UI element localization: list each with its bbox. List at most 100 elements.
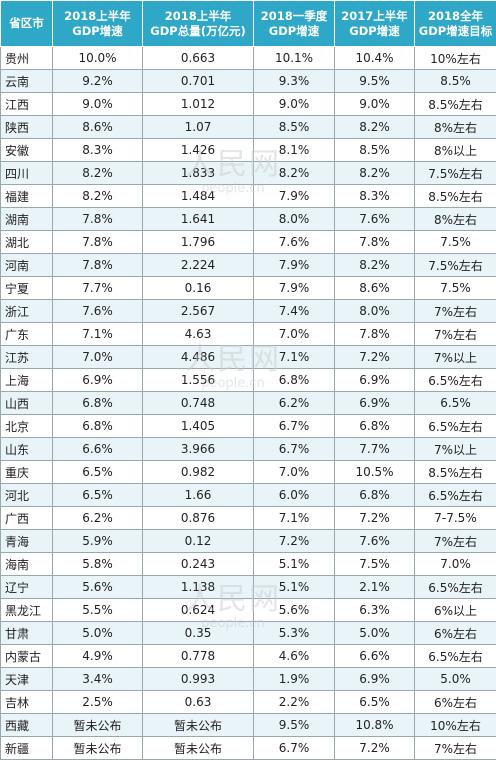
- value-cell: 8.6%: [53, 116, 143, 139]
- region-cell: 江西: [1, 93, 53, 116]
- value-cell: 0.982: [143, 461, 254, 484]
- value-cell: 4.486: [143, 346, 254, 369]
- region-cell: 湖南: [1, 208, 53, 231]
- value-cell: 9.5%: [254, 714, 335, 737]
- value-cell: 1.07: [143, 116, 254, 139]
- region-cell: 山东: [1, 438, 53, 461]
- value-cell: 4.63: [143, 323, 254, 346]
- value-cell: 6.5%: [415, 392, 496, 415]
- value-cell: 0.701: [143, 70, 254, 93]
- value-cell: 暂未公布: [143, 737, 254, 760]
- region-cell: 内蒙古: [1, 645, 53, 668]
- value-cell: 0.993: [143, 668, 254, 691]
- value-cell: 1.833: [143, 162, 254, 185]
- value-cell: 0.778: [143, 645, 254, 668]
- value-cell: 6.5%左右: [415, 484, 496, 507]
- value-cell: 8.2%: [335, 254, 415, 277]
- value-cell: 6.3%: [335, 599, 415, 622]
- value-cell: 6.7%: [254, 737, 335, 760]
- value-cell: 7.8%: [335, 323, 415, 346]
- value-cell: 9.5%: [335, 70, 415, 93]
- value-cell: 1.66: [143, 484, 254, 507]
- value-cell: 1.9%: [254, 668, 335, 691]
- value-cell: 7%以上: [415, 346, 496, 369]
- value-cell: 6.8%: [254, 369, 335, 392]
- value-cell: 7.0%: [254, 323, 335, 346]
- region-cell: 陕西: [1, 116, 53, 139]
- value-cell: 8.2%: [335, 162, 415, 185]
- value-cell: 7%左右: [415, 530, 496, 553]
- value-cell: 8%以上: [415, 139, 496, 162]
- value-cell: 1.796: [143, 231, 254, 254]
- value-cell: 6.0%: [254, 484, 335, 507]
- value-cell: 1.484: [143, 185, 254, 208]
- value-cell: 8.5%: [335, 139, 415, 162]
- value-cell: 9.3%: [254, 70, 335, 93]
- value-cell: 8.6%: [335, 277, 415, 300]
- value-cell: 10.4%: [335, 47, 415, 70]
- value-cell: 7.2%: [254, 530, 335, 553]
- value-cell: 7.5%左右: [415, 254, 496, 277]
- value-cell: 1.641: [143, 208, 254, 231]
- value-cell: 7.5%: [415, 231, 496, 254]
- value-cell: 8%左右: [415, 116, 496, 139]
- value-cell: 5.6%: [53, 576, 143, 599]
- value-cell: 10%左右: [415, 47, 496, 70]
- value-cell: 0.63: [143, 691, 254, 714]
- value-cell: 7.9%: [254, 254, 335, 277]
- value-cell: 7.0%: [254, 461, 335, 484]
- value-cell: 7.5%: [335, 553, 415, 576]
- value-cell: 4.6%: [254, 645, 335, 668]
- value-cell: 6.9%: [335, 668, 415, 691]
- region-cell: 广东: [1, 323, 53, 346]
- value-cell: 7.5%左右: [415, 162, 496, 185]
- region-cell: 福建: [1, 185, 53, 208]
- value-cell: 6.5%: [53, 484, 143, 507]
- value-cell: 8.0%: [335, 300, 415, 323]
- value-cell: 7.1%: [254, 346, 335, 369]
- value-cell: 暂未公布: [143, 714, 254, 737]
- value-cell: 6.2%: [53, 507, 143, 530]
- value-cell: 7.8%: [335, 231, 415, 254]
- value-cell: 1.426: [143, 139, 254, 162]
- value-cell: 8.3%: [335, 185, 415, 208]
- value-cell: 6%以上: [415, 599, 496, 622]
- value-cell: 9.0%: [335, 93, 415, 116]
- value-cell: 6.6%: [53, 438, 143, 461]
- region-cell: 吉林: [1, 691, 53, 714]
- value-cell: 0.748: [143, 392, 254, 415]
- value-cell: 6%左右: [415, 622, 496, 645]
- value-cell: 0.663: [143, 47, 254, 70]
- value-cell: 7.8%: [53, 231, 143, 254]
- value-cell: 10%左右: [415, 714, 496, 737]
- region-cell: 宁夏: [1, 277, 53, 300]
- region-cell: 云南: [1, 70, 53, 93]
- region-cell: 黑龙江: [1, 599, 53, 622]
- region-cell: 河南: [1, 254, 53, 277]
- value-cell: 7.0%: [53, 346, 143, 369]
- value-cell: 8.5%: [415, 70, 496, 93]
- value-cell: 1.556: [143, 369, 254, 392]
- value-cell: 4.9%: [53, 645, 143, 668]
- value-cell: 6.8%: [335, 415, 415, 438]
